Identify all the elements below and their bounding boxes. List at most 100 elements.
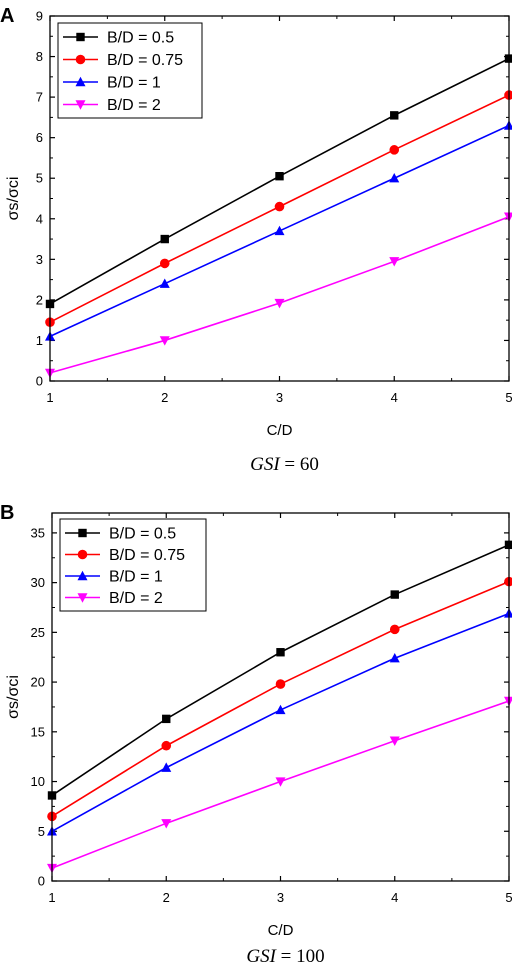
data-point <box>389 736 400 746</box>
y-tick-label: 4 <box>36 211 43 226</box>
data-point <box>161 819 172 829</box>
legend-marker <box>77 570 88 581</box>
legend-marker <box>76 32 85 42</box>
legend-label: B/D = 1 <box>107 75 161 92</box>
series-3 <box>47 696 512 874</box>
legend-marker <box>75 54 86 65</box>
x-tick-label: 4 <box>391 390 398 405</box>
series-line <box>49 216 510 374</box>
x-tick-label: 3 <box>277 890 284 905</box>
series-2 <box>47 608 512 836</box>
data-point <box>274 225 285 236</box>
y-tick-label: 20 <box>31 675 45 690</box>
legend-item: B/D = 1 <box>63 75 161 92</box>
x-tick-label: 5 <box>505 890 512 905</box>
legend-item: B/D = 0.5 <box>63 30 174 47</box>
data-point <box>504 696 512 707</box>
y-tick-label: 7 <box>36 90 43 105</box>
x-tick-label: 1 <box>46 390 53 405</box>
caption-gsi: GSI <box>250 454 281 475</box>
x-tick-label: 5 <box>505 390 512 405</box>
data-point <box>161 740 172 751</box>
legend-label: B/D = 0.75 <box>109 547 185 564</box>
legend-label: B/D = 0.5 <box>107 30 174 47</box>
x-axis-label: C/D <box>267 422 293 439</box>
x-tick-label: 1 <box>48 890 55 905</box>
y-tick-label: 2 <box>36 292 43 307</box>
legend-marker <box>75 100 86 110</box>
y-tick-label: 5 <box>36 171 43 186</box>
y-tick-label: 9 <box>36 9 43 24</box>
y-tick-label: 25 <box>31 625 45 640</box>
legend-marker <box>77 549 88 560</box>
x-axis-label: C/D <box>268 922 294 939</box>
y-tick-label: 5 <box>38 824 45 839</box>
data-point <box>161 762 172 772</box>
legend-label: B/D = 0.5 <box>109 526 176 543</box>
y-tick-label: 15 <box>31 724 45 739</box>
data-point <box>276 648 285 657</box>
series-1 <box>47 576 512 822</box>
data-point <box>274 201 285 212</box>
data-point <box>274 298 285 309</box>
legend-marker <box>78 528 87 538</box>
data-point <box>159 336 170 346</box>
panel-caption: GSI = 100 <box>246 946 324 966</box>
caption-value: = 100 <box>276 946 325 966</box>
legend-item: B/D = 0.75 <box>63 52 183 69</box>
caption-gsi: GSI <box>246 946 277 966</box>
data-point <box>504 120 512 130</box>
y-tick-label: 1 <box>36 333 43 348</box>
data-point <box>275 704 286 715</box>
legend-label: B/D = 1 <box>109 569 163 586</box>
series-3 <box>45 212 512 379</box>
y-tick-label: 3 <box>36 252 43 267</box>
panel-label: B <box>0 502 14 524</box>
y-tick-label: 0 <box>38 874 45 889</box>
series-2 <box>45 120 512 341</box>
data-point <box>504 576 512 587</box>
data-point <box>275 171 284 181</box>
panel-label: A <box>0 5 14 27</box>
data-point <box>159 278 170 288</box>
data-point <box>275 777 286 787</box>
y-axis-label: σs/σci <box>5 177 22 221</box>
data-point <box>160 234 169 244</box>
y-tick-label: 10 <box>31 774 45 789</box>
legend-item: B/D = 2 <box>63 97 161 114</box>
legend: B/D = 0.5 B/D = 0.75 B/D = 1 B/D = 2 <box>59 518 207 612</box>
legend-label: B/D = 0.75 <box>107 52 183 69</box>
data-point <box>389 173 400 183</box>
y-tick-label: 35 <box>31 525 45 540</box>
x-tick-label: 2 <box>163 890 170 905</box>
legend-marker <box>77 593 88 603</box>
x-tick-label: 3 <box>276 390 283 405</box>
caption-value: = 60 <box>280 454 319 475</box>
y-tick-label: 8 <box>36 49 43 64</box>
legend-label: B/D = 2 <box>107 97 161 114</box>
data-point <box>389 257 400 267</box>
panel-caption: GSI = 60 <box>250 454 319 475</box>
legend-marker <box>75 76 86 87</box>
data-point <box>159 258 170 269</box>
y-tick-label: 30 <box>31 575 45 590</box>
plot-frame <box>51 512 510 882</box>
y-axis-label: σs/σci <box>5 675 22 719</box>
series-1 <box>45 90 512 327</box>
x-tick-label: 2 <box>161 390 168 405</box>
data-point <box>504 90 512 100</box>
legend-item: B/D = 1 <box>65 569 163 586</box>
data-point <box>389 145 400 155</box>
x-tick-label: 4 <box>391 890 398 905</box>
data-point <box>504 608 512 618</box>
data-point <box>390 590 399 599</box>
legend-label: B/D = 2 <box>109 590 163 607</box>
data-point <box>389 653 400 663</box>
plot-frame <box>49 15 510 382</box>
y-tick-label: 6 <box>36 130 43 145</box>
data-point <box>162 714 171 724</box>
data-point <box>390 111 399 120</box>
